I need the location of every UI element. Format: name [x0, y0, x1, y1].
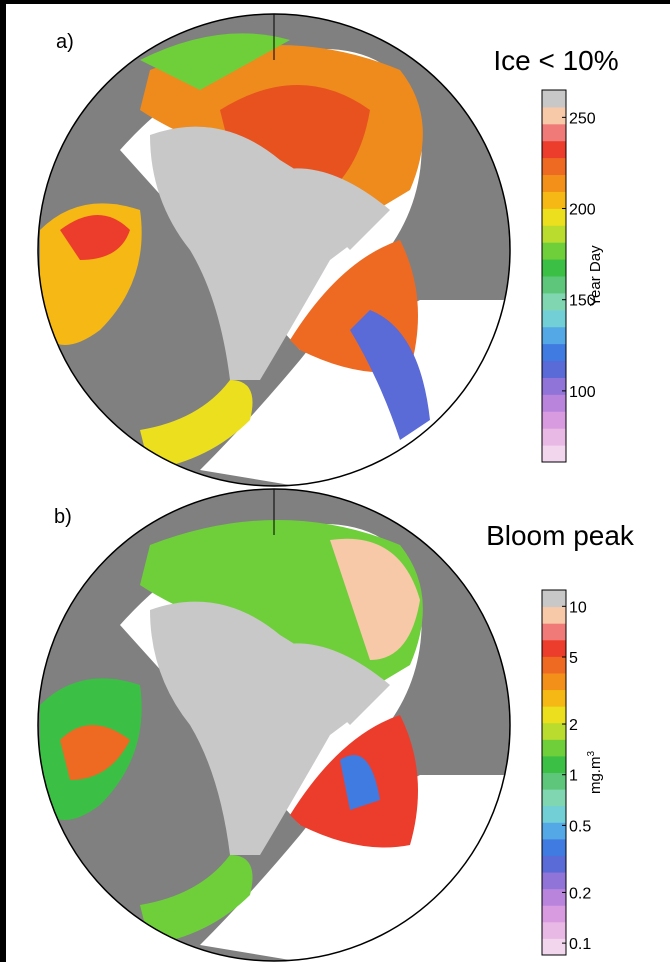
colorbar-tick-label: 100 — [569, 384, 596, 401]
colorbar-step — [542, 361, 566, 378]
colorbar-label-text: Year Day — [587, 245, 604, 307]
colorbar-tick-label: 2 — [569, 717, 578, 734]
colorbar-step — [542, 310, 566, 327]
colorbar-step — [542, 905, 566, 922]
colorbar-step — [542, 789, 566, 806]
colorbar-step — [542, 327, 566, 344]
colorbar-step — [542, 259, 566, 276]
colorbar-step — [542, 590, 566, 607]
figure: a)Ice < 10%100150200250Year Dayb)Bloom p… — [0, 0, 670, 962]
colorbar-step — [542, 141, 566, 158]
border — [0, 0, 670, 4]
colorbar-step — [542, 242, 566, 259]
colorbar-step — [542, 225, 566, 242]
colorbar-step — [542, 938, 566, 955]
colorbar-step — [542, 889, 566, 906]
colorbar-step — [542, 806, 566, 823]
colorbar-tick-label: 1 — [569, 768, 578, 785]
colorbar-step — [542, 394, 566, 411]
colorbar-step — [542, 90, 566, 107]
colorbar-step — [542, 673, 566, 690]
colorbar-label: mg.m3 — [586, 751, 604, 795]
colorbar-step — [542, 690, 566, 707]
colorbar-step — [542, 922, 566, 939]
colorbar-tick-label: 0.5 — [569, 818, 591, 835]
colorbar-step — [542, 640, 566, 657]
colorbar-tick-label: 10 — [569, 599, 587, 616]
panel-label: a) — [56, 31, 74, 53]
colorbar-step — [542, 839, 566, 856]
colorbar-tick-label: 250 — [569, 110, 596, 127]
colorbar-step — [542, 623, 566, 640]
colorbar-label-text: mg.m — [587, 757, 604, 795]
colorbar-step — [542, 344, 566, 361]
colorbar-tick-label: 5 — [569, 650, 578, 667]
panel-title: Bloom peak — [486, 520, 635, 551]
colorbar-step — [542, 107, 566, 124]
colorbar-step — [542, 872, 566, 889]
colorbar-step — [542, 293, 566, 310]
colorbar-step — [542, 822, 566, 839]
page: a)Ice < 10%100150200250Year Dayb)Bloom p… — [0, 0, 670, 967]
colorbar-step — [542, 855, 566, 872]
colorbar-step — [542, 607, 566, 624]
colorbar-step — [542, 706, 566, 723]
colorbar-tick-label: 0.2 — [569, 885, 591, 902]
colorbar-step — [542, 208, 566, 225]
colorbar-step — [542, 428, 566, 445]
colorbar-step — [542, 276, 566, 293]
panel-label: b) — [54, 506, 72, 528]
colorbar-step — [542, 445, 566, 462]
colorbar-step — [542, 739, 566, 756]
colorbar-step — [542, 191, 566, 208]
colorbar-step — [542, 723, 566, 740]
colorbar-step — [542, 124, 566, 141]
colorbar-tick-label: 200 — [569, 202, 596, 219]
colorbar-step — [542, 175, 566, 192]
colorbar-step — [542, 411, 566, 428]
colorbar-tick-label: 0.1 — [569, 936, 591, 953]
colorbar-step — [542, 656, 566, 673]
colorbar-step — [542, 377, 566, 394]
map-b — [38, 489, 520, 962]
map-a — [38, 14, 520, 490]
colorbar-label-superscript: 3 — [586, 751, 597, 757]
border — [0, 0, 6, 962]
colorbar-step — [542, 158, 566, 175]
colorbar-label: Year Day — [587, 245, 604, 307]
panel-title: Ice < 10% — [493, 45, 618, 76]
colorbar-step — [542, 756, 566, 773]
